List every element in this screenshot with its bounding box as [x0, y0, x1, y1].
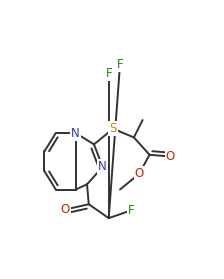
Text: F: F	[128, 204, 135, 217]
Text: N: N	[98, 160, 107, 174]
Text: O: O	[166, 150, 175, 163]
Text: F: F	[106, 67, 112, 80]
Text: F: F	[117, 58, 123, 71]
Text: O: O	[134, 167, 144, 181]
Text: O: O	[61, 203, 70, 216]
Text: N: N	[71, 127, 80, 140]
Text: S: S	[109, 122, 117, 135]
